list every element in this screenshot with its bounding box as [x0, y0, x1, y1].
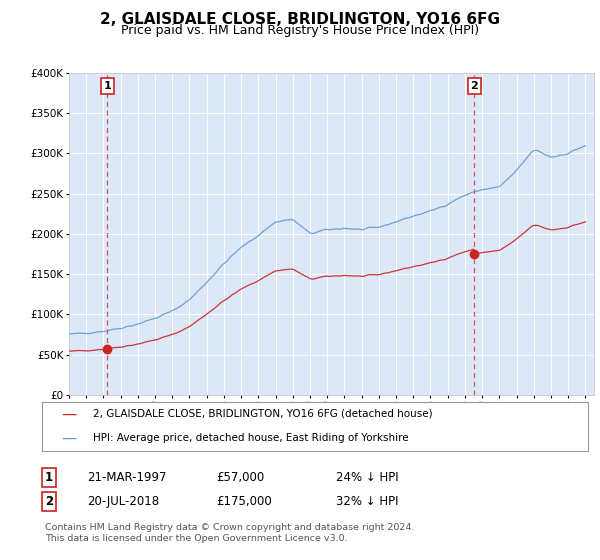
Text: 1: 1 — [45, 470, 53, 484]
Text: 24% ↓ HPI: 24% ↓ HPI — [336, 470, 398, 484]
Text: 2: 2 — [45, 494, 53, 508]
Text: —: — — [61, 431, 77, 446]
Text: Contains HM Land Registry data © Crown copyright and database right 2024.
This d: Contains HM Land Registry data © Crown c… — [45, 524, 415, 543]
Text: 2, GLAISDALE CLOSE, BRIDLINGTON, YO16 6FG: 2, GLAISDALE CLOSE, BRIDLINGTON, YO16 6F… — [100, 12, 500, 27]
Text: 21-MAR-1997: 21-MAR-1997 — [87, 470, 167, 484]
Text: 2: 2 — [470, 81, 478, 91]
Text: —: — — [61, 407, 77, 421]
Text: 1: 1 — [103, 81, 111, 91]
Text: HPI: Average price, detached house, East Riding of Yorkshire: HPI: Average price, detached house, East… — [93, 433, 409, 444]
Text: £175,000: £175,000 — [216, 494, 272, 508]
Text: 32% ↓ HPI: 32% ↓ HPI — [336, 494, 398, 508]
Text: 20-JUL-2018: 20-JUL-2018 — [87, 494, 159, 508]
Text: Price paid vs. HM Land Registry's House Price Index (HPI): Price paid vs. HM Land Registry's House … — [121, 24, 479, 36]
Text: £57,000: £57,000 — [216, 470, 264, 484]
Text: 2, GLAISDALE CLOSE, BRIDLINGTON, YO16 6FG (detached house): 2, GLAISDALE CLOSE, BRIDLINGTON, YO16 6F… — [93, 409, 433, 419]
